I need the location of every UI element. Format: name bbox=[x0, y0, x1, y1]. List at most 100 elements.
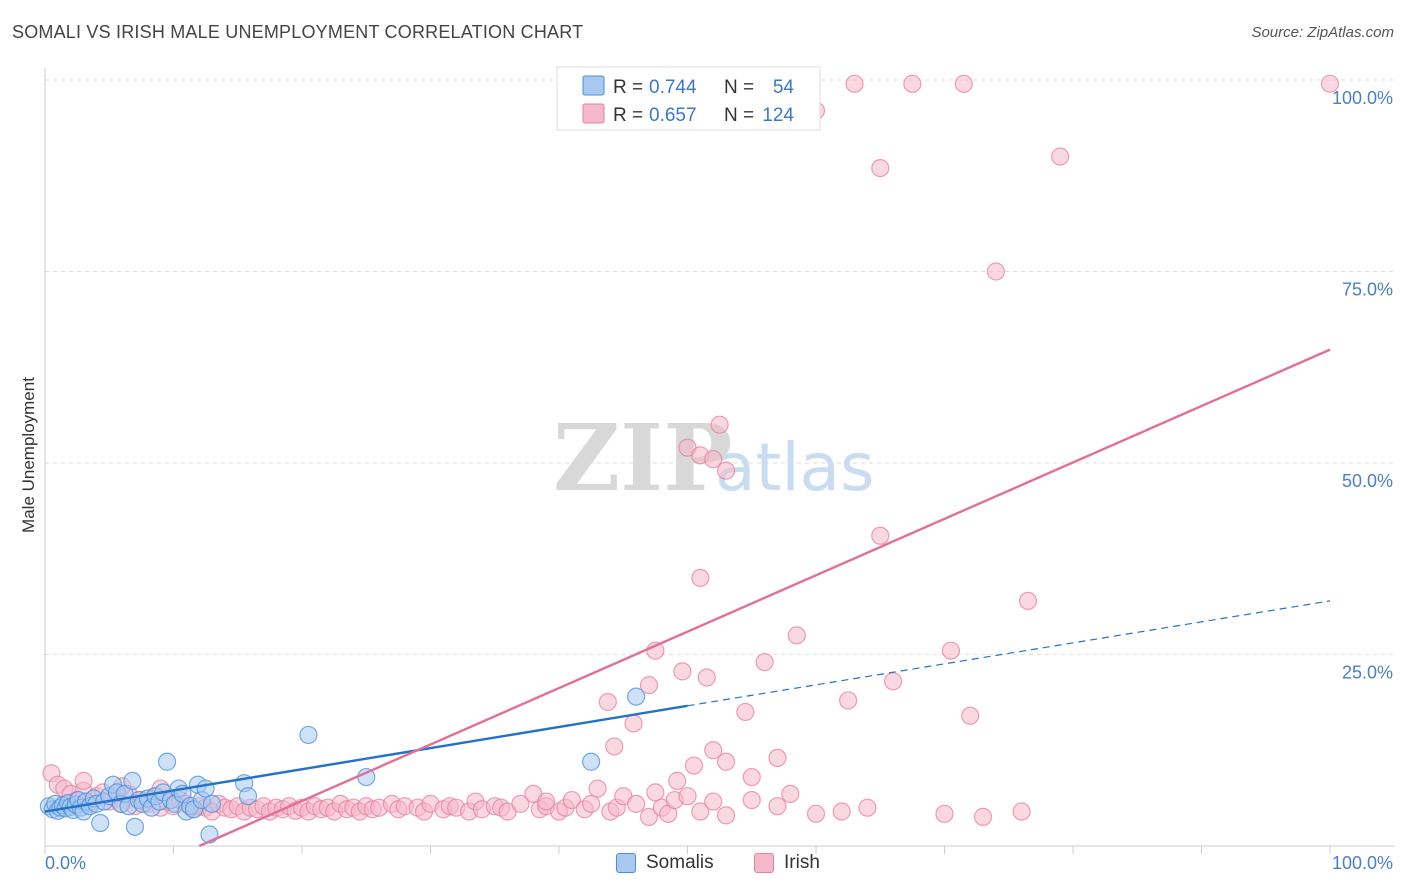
irish-point-111 bbox=[697, 668, 716, 687]
irish-point-95 bbox=[858, 798, 877, 817]
axes bbox=[44, 68, 1395, 847]
legend-irish-r-value: 0.657 bbox=[649, 105, 697, 126]
irish-point-133 bbox=[871, 158, 890, 178]
irish-point-119 bbox=[839, 691, 858, 710]
legend-somali-r-value: 0.744 bbox=[649, 77, 697, 98]
somali-point-26 bbox=[123, 771, 142, 790]
irish-point-135 bbox=[845, 74, 864, 93]
watermark-atlas: atlas bbox=[715, 429, 875, 506]
irish-trend-line bbox=[198, 348, 1331, 848]
irish-point-118 bbox=[787, 626, 806, 645]
irish-point-80 bbox=[626, 794, 646, 813]
irish-point-116 bbox=[755, 653, 774, 672]
irish-point-137 bbox=[954, 74, 973, 93]
somali-points bbox=[39, 687, 646, 844]
legend-irish-swatch bbox=[582, 103, 605, 124]
irish-point-138 bbox=[1320, 74, 1340, 93]
irish-point-75 bbox=[582, 794, 601, 813]
irish-point-126 bbox=[716, 461, 736, 480]
chart-title: SOMALI VS IRISH MALE UNEMPLOYMENT CORREL… bbox=[12, 22, 584, 42]
y-tick-label-0: 100.0% bbox=[1332, 88, 1393, 108]
irish-point-124 bbox=[704, 450, 723, 469]
irish-point-120 bbox=[883, 672, 903, 691]
irish-point-99 bbox=[74, 771, 93, 790]
irish-point-136 bbox=[903, 74, 922, 93]
irish-point-90 bbox=[742, 790, 761, 810]
trend-lines bbox=[44, 348, 1331, 848]
somali-point-18 bbox=[91, 813, 110, 833]
legend-irish-n-value: 124 bbox=[762, 105, 794, 126]
irish-point-114 bbox=[736, 702, 755, 722]
irish-point-125 bbox=[710, 415, 729, 434]
irish-point-106 bbox=[639, 676, 659, 695]
irish-point-96 bbox=[935, 804, 954, 823]
irish-point-112 bbox=[704, 741, 723, 760]
irish-point-105 bbox=[624, 714, 643, 733]
irish-point-108 bbox=[668, 771, 687, 790]
irish-point-94 bbox=[832, 802, 851, 821]
irish-point-88 bbox=[704, 792, 723, 811]
gridlines bbox=[45, 79, 1395, 655]
x-tick-labels: 0.0% 100.0% bbox=[45, 853, 1393, 873]
irish-point-81 bbox=[639, 807, 659, 826]
irish-point-103 bbox=[598, 692, 617, 712]
irish-point-76 bbox=[588, 779, 607, 798]
legend-somali-r-label: R = bbox=[613, 77, 643, 98]
somali-point-50 bbox=[299, 725, 318, 745]
x-tick-label-1: 100.0% bbox=[1332, 853, 1393, 873]
y-tick-label-1: 75.0% bbox=[1342, 280, 1393, 300]
irish-point-104 bbox=[605, 737, 624, 756]
somali-point-52 bbox=[582, 752, 601, 771]
legend-somali-swatch bbox=[582, 75, 605, 96]
somali-trend-extension bbox=[687, 600, 1331, 707]
irish-point-91 bbox=[768, 797, 787, 816]
irish-point-102 bbox=[537, 792, 556, 811]
irish-point-128 bbox=[941, 641, 961, 660]
irish-point-113 bbox=[716, 752, 736, 771]
irish-point-89 bbox=[716, 806, 736, 825]
irish-point-73 bbox=[562, 790, 581, 810]
irish-point-87 bbox=[691, 802, 710, 821]
legend-bottom-somalis-swatch bbox=[616, 853, 636, 873]
somali-point-35 bbox=[157, 752, 177, 771]
irish-point-98 bbox=[1012, 802, 1031, 821]
x-tick-label-0: 0.0% bbox=[45, 853, 86, 873]
irish-point-129 bbox=[961, 706, 980, 725]
irish-point-127 bbox=[871, 526, 890, 545]
legend-somali-n-label: N = bbox=[724, 77, 754, 98]
x-ticks bbox=[44, 846, 1331, 854]
y-tick-label-2: 50.0% bbox=[1342, 471, 1393, 491]
irish-point-93 bbox=[806, 804, 826, 823]
somali-point-53 bbox=[626, 687, 646, 706]
irish-point-82 bbox=[646, 783, 665, 802]
legend-bottom-somalis: Somalis bbox=[616, 852, 714, 874]
somali-point-45 bbox=[196, 779, 215, 798]
somali-point-47 bbox=[202, 794, 222, 813]
y-axis-label: Male Unemployment bbox=[19, 377, 38, 533]
legend-bottom-irish-label: Irish bbox=[784, 852, 820, 873]
irish-point-117 bbox=[768, 748, 787, 768]
irish-point-109 bbox=[673, 662, 692, 681]
irish-point-132 bbox=[1051, 147, 1070, 166]
y-tick-labels: 100.0% 75.0% 50.0% 25.0% bbox=[1332, 88, 1393, 683]
legend-somali-n-value: 54 bbox=[773, 77, 795, 98]
irish-point-86 bbox=[678, 787, 697, 806]
y-tick-label-3: 25.0% bbox=[1342, 663, 1393, 683]
legend-top: R = 0.744 N = 54 R = 0.657 N = 124 bbox=[556, 66, 821, 131]
irish-point-115 bbox=[742, 767, 761, 787]
somali-point-49 bbox=[238, 787, 258, 806]
irish-point-131 bbox=[986, 262, 1006, 281]
irish-point-97 bbox=[973, 807, 993, 826]
legend-bottom-irish-swatch bbox=[754, 853, 774, 873]
legend-bottom-somalis-label: Somalis bbox=[646, 852, 714, 873]
legend-irish-r-label: R = bbox=[613, 105, 643, 126]
irish-point-130 bbox=[1018, 591, 1038, 610]
somali-trend-line bbox=[44, 704, 688, 813]
somali-point-27 bbox=[125, 817, 145, 836]
irish-point-67 bbox=[511, 794, 530, 813]
source-credit: Source: ZipAtlas.com bbox=[1251, 24, 1394, 41]
irish-point-110 bbox=[684, 756, 704, 775]
irish-points bbox=[42, 74, 1340, 826]
irish-point-121 bbox=[691, 568, 710, 588]
